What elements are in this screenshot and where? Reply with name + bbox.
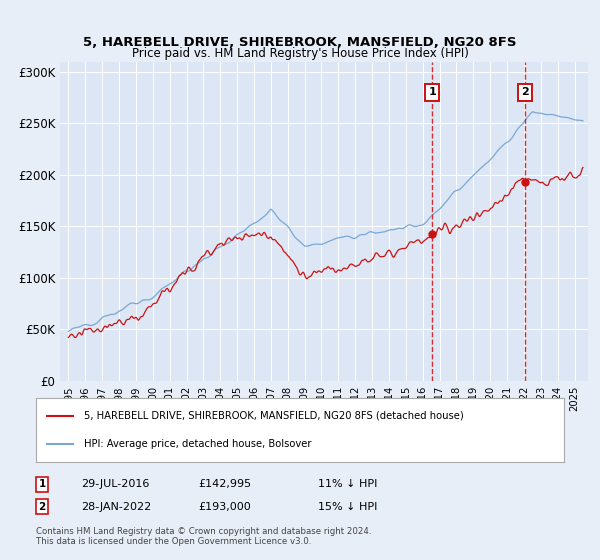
- Text: 11% ↓ HPI: 11% ↓ HPI: [318, 479, 377, 489]
- Text: 1: 1: [38, 479, 46, 489]
- Text: 1: 1: [428, 87, 436, 97]
- Text: 2: 2: [521, 87, 529, 97]
- Text: 5, HAREBELL DRIVE, SHIREBROOK, MANSFIELD, NG20 8FS (detached house): 5, HAREBELL DRIVE, SHIREBROOK, MANSFIELD…: [83, 410, 463, 421]
- Text: 5, HAREBELL DRIVE, SHIREBROOK, MANSFIELD, NG20 8FS: 5, HAREBELL DRIVE, SHIREBROOK, MANSFIELD…: [83, 35, 517, 49]
- Text: £142,995: £142,995: [198, 479, 251, 489]
- Text: 2: 2: [38, 502, 46, 512]
- Text: Contains HM Land Registry data © Crown copyright and database right 2024.
This d: Contains HM Land Registry data © Crown c…: [36, 526, 371, 546]
- Point: [520, 178, 530, 186]
- Text: 28-JAN-2022: 28-JAN-2022: [81, 502, 151, 512]
- Text: 15% ↓ HPI: 15% ↓ HPI: [318, 502, 377, 512]
- Point: [427, 229, 437, 238]
- Text: HPI: Average price, detached house, Bolsover: HPI: Average price, detached house, Bols…: [83, 439, 311, 449]
- Text: 29-JUL-2016: 29-JUL-2016: [81, 479, 149, 489]
- Text: £193,000: £193,000: [198, 502, 251, 512]
- Text: Price paid vs. HM Land Registry's House Price Index (HPI): Price paid vs. HM Land Registry's House …: [131, 46, 469, 60]
